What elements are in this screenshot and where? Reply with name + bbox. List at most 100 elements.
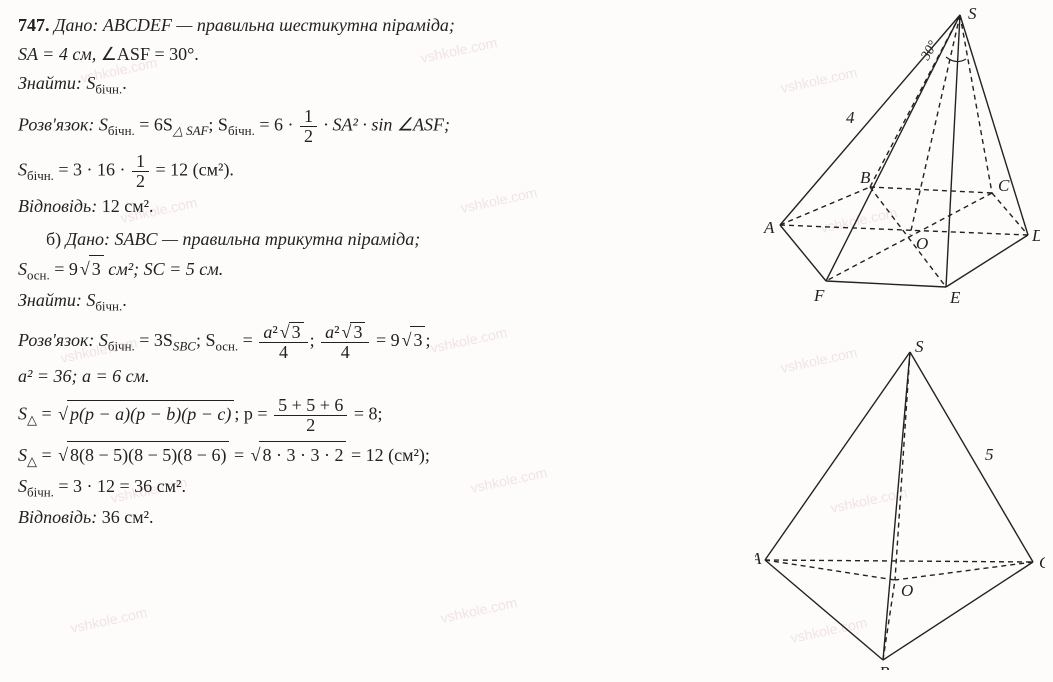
b20: = 12 (см²); [346, 445, 429, 465]
frac-a2-2: a²34 [321, 322, 369, 362]
frac-half-1: 12 [300, 107, 317, 146]
r4: 3 [410, 326, 425, 354]
fden2: 4 [321, 343, 369, 362]
sqrt-3-1: 3 [78, 255, 104, 283]
fnum2: a²3 [321, 322, 369, 343]
given-angle: ∠ASF = 30°. [101, 44, 199, 64]
answer-b: 36 см². [97, 507, 153, 527]
given-body-b: SABC — правильна трикутна піраміда; [110, 229, 420, 249]
n1: 1 [300, 107, 317, 127]
solution-label-a: Розв'язок: [18, 115, 94, 135]
s7: = 3 · 16 · [54, 159, 130, 179]
b8: = [238, 330, 257, 350]
b3: см²; SC = 5 см. [104, 259, 224, 279]
b5: S [94, 330, 108, 350]
bsub6: △ [27, 413, 37, 428]
s5: · SA² · sin ∠ASF; [319, 115, 450, 135]
b16: = 8; [349, 404, 382, 424]
b18: = [37, 445, 56, 465]
svg-text:F: F [813, 286, 825, 305]
svg-text:O: O [916, 234, 928, 253]
r6: 8(8 − 5)(8 − 5)(8 − 6) [67, 441, 229, 469]
d1: 2 [300, 127, 317, 146]
fden1: 4 [259, 343, 307, 362]
root-calc-1: 8(8 − 5)(8 − 5)(8 − 6) [56, 441, 229, 469]
find-body-a: S [82, 73, 96, 93]
b21: S [18, 476, 27, 496]
fnum1: a²3 [259, 322, 307, 343]
find-label-a: Знайти: [18, 73, 82, 93]
answer-a: 12 см². [97, 196, 153, 216]
r2: 3 [289, 322, 304, 342]
b19: = [229, 445, 248, 465]
sub4: бічн. [27, 168, 54, 183]
bsub2: бічн. [95, 298, 122, 313]
given-sa: SA = 4 см, [18, 44, 101, 64]
r1: 3 [89, 255, 104, 283]
hexagonal-pyramid-diagram: SABCDEFO430° [760, 5, 1040, 305]
r3: 3 [350, 322, 365, 342]
frac-half-2: 12 [132, 152, 149, 191]
r5: p(p − a)(p − b)(p − c) [67, 400, 234, 428]
svg-text:A: A [755, 549, 762, 568]
b6: = 3S [135, 330, 173, 350]
given-label-b: Дано: [66, 229, 110, 249]
find-sub-a: бічн. [95, 82, 122, 97]
d2: 2 [132, 172, 149, 191]
b17: S [18, 445, 27, 465]
frac-p: 5 + 5 + 62 [274, 396, 347, 435]
bsub8: бічн. [27, 485, 54, 500]
r7: 8 · 3 · 3 · 2 [259, 441, 346, 469]
svg-text:C: C [998, 176, 1010, 195]
b2: = 9 [50, 259, 78, 279]
find-label-b: Знайти: [18, 290, 82, 310]
svg-text:B: B [879, 663, 890, 670]
svg-text:O: O [901, 581, 913, 600]
s4: = 6 · [255, 115, 298, 135]
watermark: vshkole.com [69, 602, 149, 639]
b15: ; p = [234, 404, 272, 424]
triangular-pyramid-diagram: S A B C O 5 [755, 340, 1045, 670]
answer-label-b: Відповідь: [18, 507, 97, 527]
sub2: △ SAF [173, 123, 209, 138]
bsub3: бічн. [108, 338, 135, 353]
fnum3: 5 + 5 + 6 [274, 396, 347, 416]
n2: 1 [132, 152, 149, 172]
s2: = 6S [135, 115, 173, 135]
svg-text:E: E [949, 288, 961, 305]
part-b: б) [46, 229, 66, 249]
b12: a² = 36; a = 6 см. [18, 366, 150, 386]
svg-text:C: C [1039, 553, 1045, 572]
frac-a2-1: a²34 [259, 322, 307, 362]
heron-root: p(p − a)(p − b)(p − c) [56, 400, 234, 428]
watermark: vshkole.com [439, 592, 519, 629]
sub1: бічн. [108, 123, 135, 138]
fden3: 2 [274, 416, 347, 435]
s1: S [94, 115, 108, 135]
sub3: бічн. [228, 123, 255, 138]
b9: ; [310, 330, 320, 350]
b14: = [37, 404, 56, 424]
sqrt-3-2: 3 [400, 326, 426, 354]
svg-text:4: 4 [846, 108, 855, 127]
given-label-a: Дано: [54, 15, 98, 35]
svg-text:S: S [968, 5, 977, 23]
bsub7: △ [27, 454, 37, 469]
answer-label-a: Відповідь: [18, 196, 97, 216]
svg-text:5: 5 [985, 445, 994, 464]
bsub5: осн. [215, 338, 238, 353]
b1: S [18, 259, 27, 279]
svg-text:A: A [763, 218, 775, 237]
given-body-a: ABCDEF — правильна шестикутна піраміда; [98, 15, 455, 35]
svg-text:B: B [860, 168, 871, 187]
s6: S [18, 159, 27, 179]
root-calc-2: 8 · 3 · 3 · 2 [249, 441, 347, 469]
s3: ; S [208, 115, 228, 135]
b11: ; [425, 330, 430, 350]
b13: S [18, 404, 27, 424]
s8: = 12 (см²). [151, 159, 234, 179]
svg-text:S: S [915, 340, 924, 356]
b7: ; S [196, 330, 216, 350]
solution-label-b: Розв'язок: [18, 330, 94, 350]
problem-text: 747. Дано: ABCDEF — правильна шестикутна… [18, 12, 748, 531]
